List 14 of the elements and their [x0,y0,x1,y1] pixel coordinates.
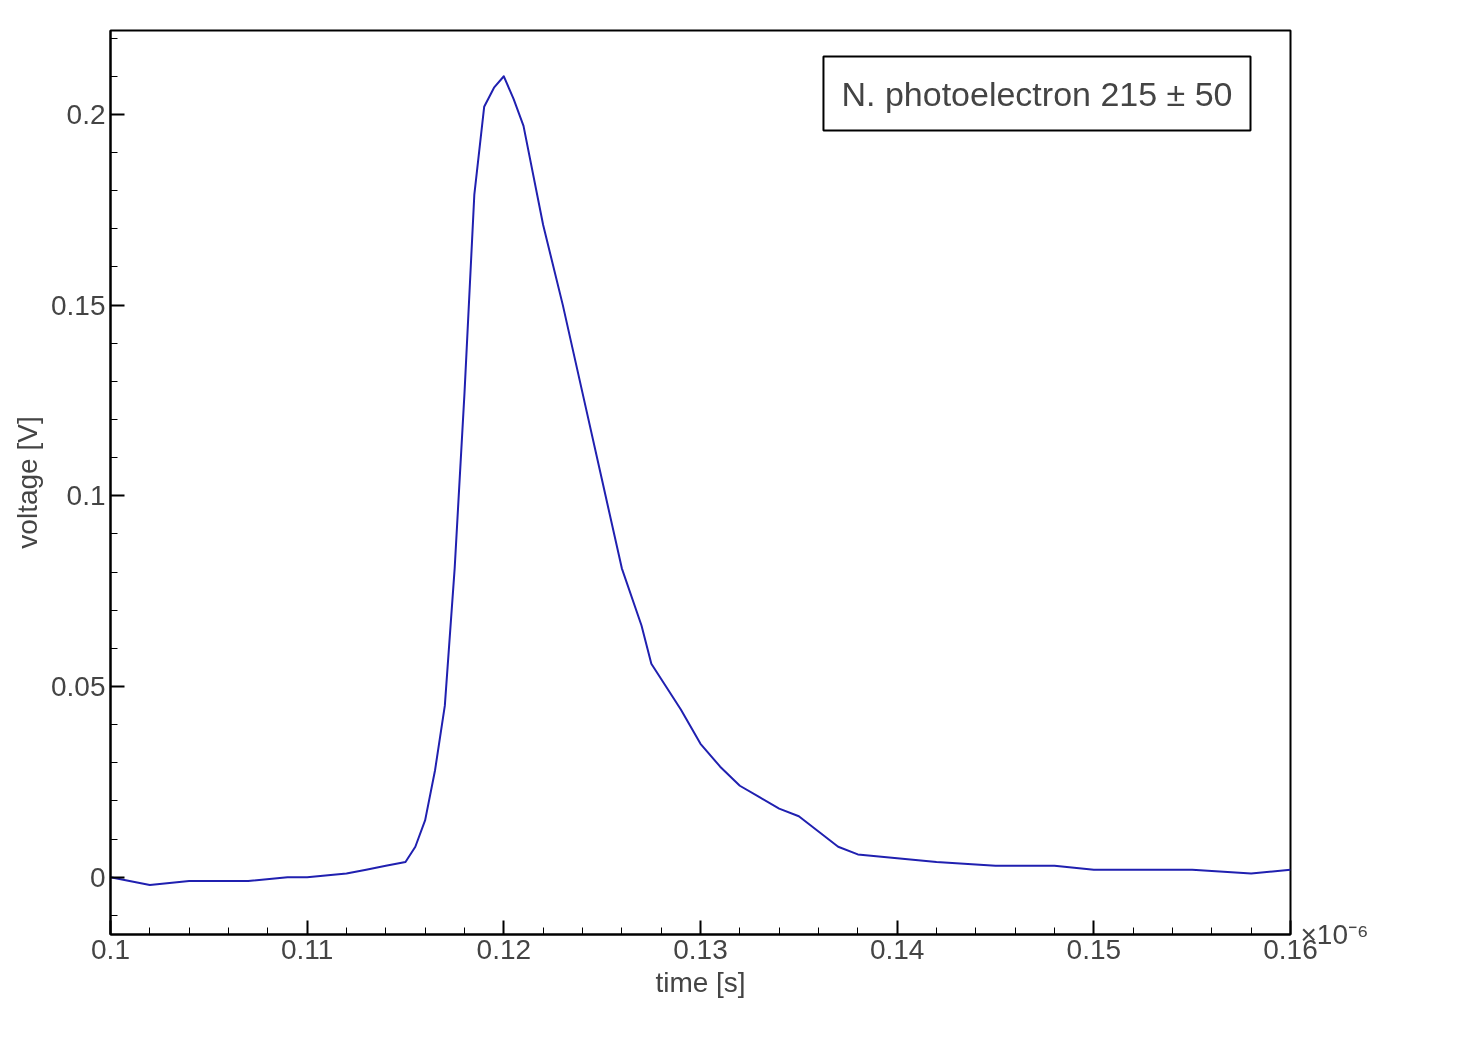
x-tick-label: 0.1 [91,933,130,965]
y-tick-label: 0.2 [66,98,106,130]
y-axis-title: voltage [V] [12,416,43,549]
y-tick-label: 0 [89,861,106,893]
x-tick-label: 0.13 [673,933,728,965]
y-tick-label: 0.15 [51,289,106,321]
y-tick-label: 0.1 [66,480,106,512]
y-tick-label: 0.05 [51,671,106,703]
x-tick-label: 0.14 [869,933,925,965]
x-tick-label: 0.12 [476,933,532,965]
x-axis-title: time [s] [655,966,746,998]
annotation: N. photoelectron 215 ± 50 [841,74,1233,113]
x-tick-label: 0.11 [280,933,334,965]
x-tick-label: 0.15 [1066,933,1122,965]
